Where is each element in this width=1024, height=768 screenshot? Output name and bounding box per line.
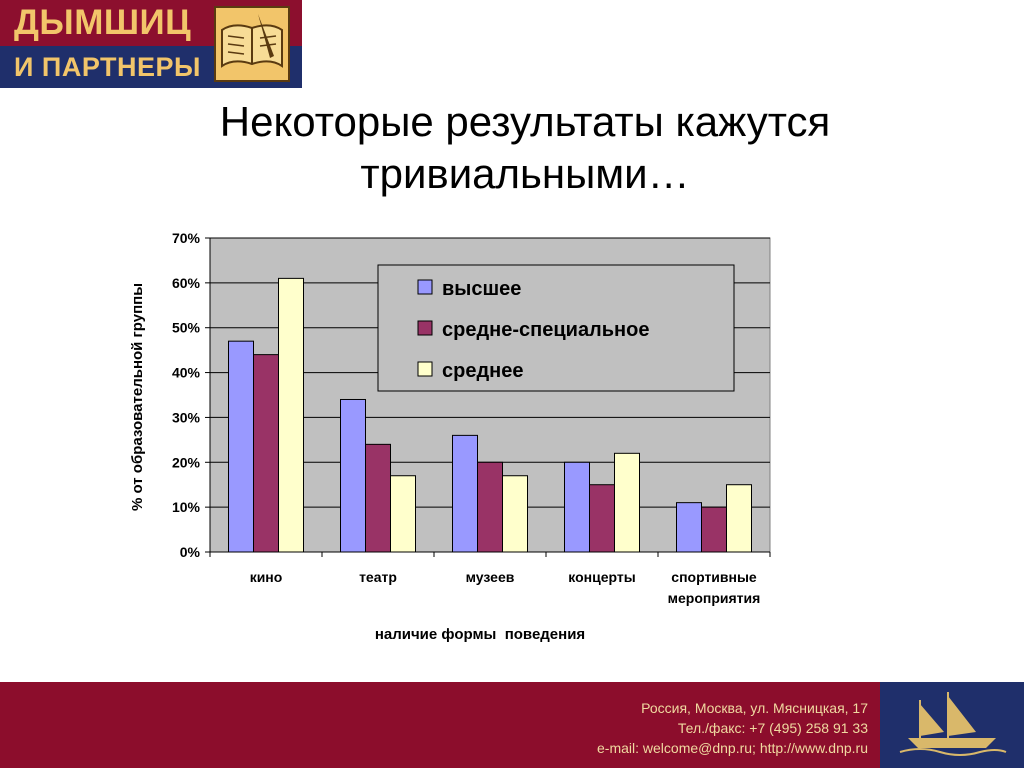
legend-swatch [417, 361, 433, 377]
legend-label: среднее [442, 360, 523, 382]
bar-среднее [502, 475, 528, 553]
bar-среднее [614, 452, 640, 553]
legend-swatch [417, 320, 433, 336]
quill-book-icon [214, 6, 290, 82]
bar-средне-специальное [253, 354, 279, 553]
ship-emblem-icon [880, 682, 1024, 768]
bar-средне-специальное [589, 484, 615, 553]
bar-высшее [452, 434, 478, 553]
footer-bar: Россия, Москва, ул. Мясницкая, 17 Тел./ф… [0, 682, 1024, 768]
bar-средне-специальное [365, 443, 391, 553]
footer-contacts: Россия, Москва, ул. Мясницкая, 17 Тел./ф… [597, 698, 868, 758]
x-tick-label: кино [250, 569, 283, 585]
footer-phone: Тел./факс: +7 (495) 258 91 33 [677, 720, 868, 736]
bar-высшее [228, 340, 254, 553]
slide-title-line-1: Некоторые результаты кажутся [219, 98, 831, 145]
bar-высшее [676, 502, 702, 553]
x-tick-label: мероприятия [668, 590, 761, 606]
y-tick-label: 10% [172, 499, 201, 515]
legend-label: средне-специальное [442, 319, 649, 341]
bar-среднее [278, 277, 304, 553]
bar-среднее [390, 475, 416, 553]
y-tick-label: 0% [180, 544, 201, 560]
bar-средне-специальное [701, 506, 727, 553]
bar-chart: 0% 10% 20% 30% 40% 50% 60% 70% кино театр музеев ко… [129, 230, 771, 642]
x-tick-label: музеев [466, 569, 515, 585]
x-tick-label: концерты [568, 569, 635, 585]
legend-swatch [417, 279, 433, 295]
bar-высшее [340, 398, 366, 553]
y-axis-title: % от образовательной группы [129, 283, 146, 511]
legend [377, 264, 735, 392]
x-tick-label: театр [359, 569, 397, 585]
y-tick-label: 60% [172, 275, 201, 291]
slide-title: Некоторые результаты кажутся тривиальным… [160, 96, 890, 200]
company-logo: ДЫМШИЦ И ПАРТНЕРЫ [0, 0, 302, 88]
logo-subtitle: И ПАРТНЕРЫ [14, 52, 201, 82]
bar-среднее [726, 484, 752, 553]
y-tick-label: 70% [172, 230, 201, 246]
footer-address: Россия, Москва, ул. Мясницкая, 17 [641, 700, 868, 716]
x-axis-title: наличие формы поведения [375, 626, 585, 642]
y-tick-label: 30% [172, 409, 201, 425]
logo-name: ДЫМШИЦ [14, 3, 192, 42]
bar-средне-специальное [477, 461, 503, 553]
y-tick-label: 20% [172, 454, 201, 470]
x-tick-label: спортивные [671, 569, 757, 585]
slide-title-line-2: тривиальными… [360, 150, 690, 197]
y-tick-label: 40% [172, 365, 201, 381]
y-tick-label: 50% [172, 320, 201, 336]
footer-email: e-mail: welcome@dnp.ru; http://www.dnp.r… [597, 740, 868, 756]
bar-высшее [564, 461, 590, 553]
legend-label: высшее [442, 278, 521, 300]
